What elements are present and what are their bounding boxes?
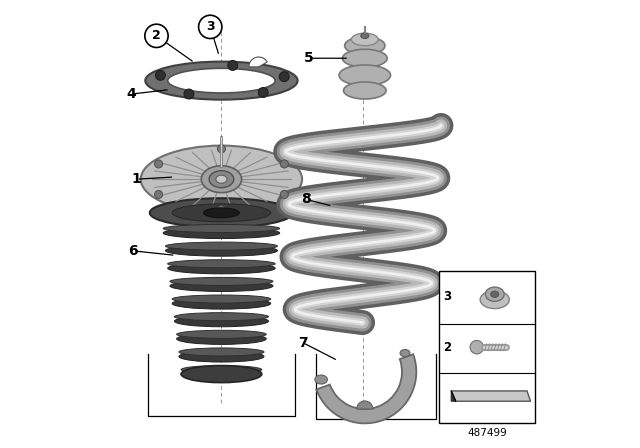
Ellipse shape — [193, 209, 203, 215]
Text: 7: 7 — [298, 336, 308, 350]
Ellipse shape — [202, 166, 242, 193]
Ellipse shape — [181, 366, 262, 383]
Circle shape — [228, 60, 237, 70]
Wedge shape — [356, 401, 373, 409]
Ellipse shape — [163, 228, 280, 238]
Ellipse shape — [170, 280, 273, 292]
Ellipse shape — [170, 277, 273, 285]
Circle shape — [280, 160, 289, 168]
Circle shape — [279, 72, 289, 82]
Ellipse shape — [339, 65, 390, 86]
Ellipse shape — [145, 61, 298, 100]
Ellipse shape — [204, 208, 239, 218]
Text: 3: 3 — [206, 20, 214, 34]
Ellipse shape — [172, 298, 271, 309]
Ellipse shape — [168, 260, 275, 268]
Circle shape — [218, 145, 225, 153]
Circle shape — [259, 87, 268, 97]
Ellipse shape — [141, 146, 302, 213]
Ellipse shape — [175, 315, 269, 327]
Text: 8: 8 — [301, 192, 310, 207]
Circle shape — [218, 206, 225, 214]
Ellipse shape — [181, 366, 262, 374]
Text: 5: 5 — [304, 51, 314, 65]
Ellipse shape — [181, 202, 262, 220]
Circle shape — [154, 160, 163, 168]
Ellipse shape — [172, 295, 271, 303]
Ellipse shape — [181, 368, 262, 380]
Text: 4: 4 — [126, 87, 136, 101]
Text: 2: 2 — [444, 340, 452, 354]
Ellipse shape — [485, 287, 504, 302]
Ellipse shape — [168, 69, 275, 93]
Ellipse shape — [177, 333, 266, 345]
Text: 487499: 487499 — [467, 428, 507, 438]
Ellipse shape — [342, 49, 387, 67]
Ellipse shape — [166, 242, 278, 250]
Polygon shape — [451, 391, 531, 401]
Text: 1: 1 — [131, 172, 141, 186]
Ellipse shape — [361, 33, 369, 39]
Circle shape — [154, 190, 163, 198]
Bar — [439, 271, 535, 423]
Ellipse shape — [179, 351, 264, 362]
Ellipse shape — [344, 82, 386, 99]
Ellipse shape — [150, 198, 293, 228]
Circle shape — [198, 15, 222, 39]
Ellipse shape — [400, 349, 410, 357]
Text: 3: 3 — [444, 290, 452, 303]
Ellipse shape — [480, 291, 509, 309]
Ellipse shape — [491, 291, 499, 297]
Ellipse shape — [168, 263, 275, 274]
Wedge shape — [249, 57, 268, 67]
Ellipse shape — [351, 33, 378, 46]
Circle shape — [145, 24, 168, 47]
Wedge shape — [316, 354, 416, 423]
Text: 6: 6 — [129, 244, 138, 258]
Ellipse shape — [172, 204, 271, 222]
Ellipse shape — [209, 171, 234, 188]
Circle shape — [184, 89, 194, 99]
Ellipse shape — [175, 313, 269, 321]
Polygon shape — [451, 391, 456, 401]
Ellipse shape — [216, 175, 227, 183]
Ellipse shape — [179, 348, 264, 356]
Ellipse shape — [470, 340, 484, 354]
Ellipse shape — [315, 375, 328, 384]
Text: 2: 2 — [152, 29, 161, 43]
Ellipse shape — [166, 245, 278, 256]
Ellipse shape — [344, 37, 385, 55]
Ellipse shape — [163, 224, 280, 233]
Circle shape — [280, 190, 289, 198]
Ellipse shape — [240, 209, 250, 215]
Circle shape — [156, 70, 165, 80]
Ellipse shape — [177, 330, 266, 338]
